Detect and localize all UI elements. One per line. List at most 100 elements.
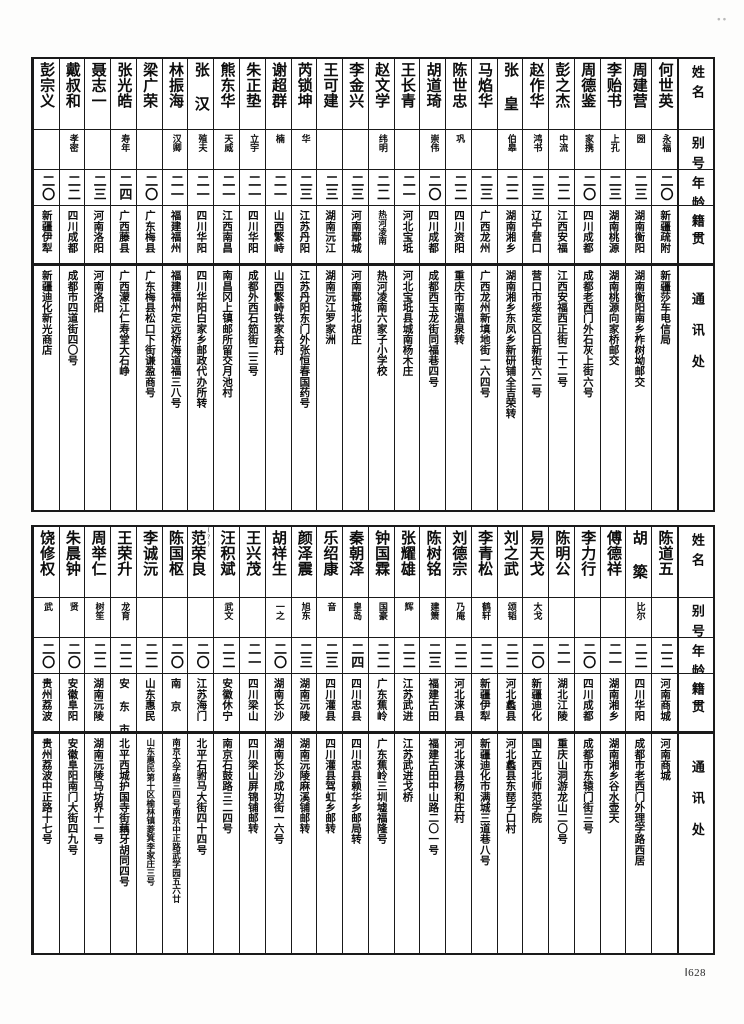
cell-address: 安徽阜阳南门大街四九号: [59, 733, 85, 953]
cell-alias-text: 立宇: [248, 134, 259, 153]
cell-age-text: 二四: [116, 174, 132, 201]
cell-address: 热河凌南六家子小学校: [368, 265, 394, 510]
cell-name-text: 周举仁: [89, 530, 108, 576]
roster-entry-24: 朱晨钟贤二〇 安徽阜阳 安徽阜阳南门大街四九号: [58, 527, 85, 953]
cell-origin-text: 湖南桃源: [607, 210, 620, 253]
cell-age: 二二: [497, 637, 523, 673]
cell-alias-text: 伯皋: [505, 134, 516, 153]
cell-origin-text: 辽宁营口: [530, 210, 543, 253]
cell-address-text: 江西安福西正街二十二号: [556, 270, 569, 387]
cell-name: 陈世忠: [446, 59, 471, 129]
cell-name-text: 芮锁坤: [295, 62, 314, 108]
cell-age-text: 二〇: [657, 174, 673, 201]
roster-entry-21: 梁广荣 二〇 广东梅县 广东梅县松口下街谦盈商号: [135, 59, 162, 510]
cell-age-text: 二四: [348, 642, 364, 669]
cell-name: 芮锁坤: [292, 59, 317, 129]
cell-age-text: 二二: [631, 642, 647, 669]
cell-name: 李金兴: [343, 59, 368, 129]
cell-alias: [136, 129, 162, 169]
roster-entry-16: 胡祥生 一之 二〇 湖南长沙 湖南长沙成功街一六号: [264, 527, 291, 953]
cell-name-text: 马焰华: [476, 62, 495, 108]
cell-address: 山东惠民第十区榆林镇菱箕李家庄三号: [136, 733, 162, 953]
cell-alias: [343, 129, 368, 169]
cell-age-text: 二三: [296, 174, 312, 201]
cell-age-text: 二〇: [528, 642, 544, 669]
cell-age-text: 二〇: [270, 642, 286, 669]
cell-address: 广西龙州新填地街一六四号: [471, 265, 497, 510]
cell-name: 周举仁: [85, 527, 110, 597]
cell-address: 湖南沅江罗家洲: [317, 265, 343, 510]
cell-age: 二三: [600, 169, 626, 205]
cell-address: 湖南湘乡谷水壶天: [600, 733, 626, 953]
cell-address: 成都外西石筎街二三号: [239, 265, 265, 510]
cell-alias-text: 武: [41, 602, 52, 612]
cell-name: 钟国霖: [369, 527, 394, 597]
roster-entry-9: 刘德宗 乃庵 二二 河北涞县 河北涞县杨和庄村: [445, 527, 471, 953]
cell-name-text: 陈明公: [553, 530, 572, 576]
cell-alias-text: 音: [325, 602, 336, 612]
roster-entry-8: 马焰华 二三 广西龙州 广西龙州新填地街一六四号: [470, 59, 497, 510]
cell-name: 饶修权: [34, 527, 59, 597]
cell-address-text: 热河凌南六家子小学校: [375, 270, 388, 377]
cell-alias: 上孔: [600, 129, 626, 169]
cell-origin: 福建古田: [420, 673, 446, 733]
cell-age-text: 二三: [90, 174, 106, 201]
cell-alias: 华: [291, 129, 317, 169]
cell-alias-text: 皇岛: [351, 602, 362, 621]
roster-entry-25: 饶修权武二〇 贵州荔波 贵州荔波中正路十七号: [32, 527, 59, 953]
cell-origin: 河北宝坻: [394, 205, 420, 265]
cell-origin-text: 山东惠民: [143, 678, 156, 721]
roster-entry-13: 秦朝泽 皇岛 二四 四川忠县 四川忠县赖华乡邮局转: [342, 527, 368, 953]
cell-origin: 安 东 市: [111, 673, 136, 733]
cell-age: 二一: [265, 169, 291, 205]
cell-origin-text: 福建福州: [169, 210, 182, 253]
cell-address-text: 南京太学路三四号南京中正路武学园五六廿: [170, 738, 181, 904]
cell-name: 李青松: [472, 527, 497, 597]
cell-name-text: 林振海: [166, 62, 185, 108]
cell-address: 河北涞县杨和庄村: [446, 733, 471, 953]
roster-entry-19: 张 汉殖夫 二一 四川华阳 四川华阳白家乡邮政代办所转: [187, 59, 214, 510]
cell-alias-text: 中流: [557, 134, 568, 153]
cell-alias: 旭东: [291, 597, 317, 637]
cell-name-text: 钟国霖: [373, 530, 392, 576]
roster-entry-15: 颜泽震 旭东 二三 湖南沅陵 湖南沅陵麻溪铺邮转: [290, 527, 317, 953]
cell-address: 河南洛阳: [85, 265, 111, 510]
cell-address: 北平西城护国寺街藕牙胡同四号: [111, 733, 136, 953]
cell-age-text: 二一: [219, 174, 235, 201]
cell-age: 二四: [343, 637, 368, 673]
roster-entry-21: 李诚沅 二二 山东惠民 山东惠民第十区榆林镇菱箕李家庄三号: [135, 527, 162, 953]
cell-address: 湖南长沙成功街一六号: [265, 733, 291, 953]
cell-origin: 籍贯: [679, 673, 713, 733]
cell-name-text: 陈国枢: [166, 530, 185, 576]
cell-address: 广西濛江仁寿堂大石峥: [111, 265, 136, 510]
cell-address: 江苏丹阳东门外张恒春国药号: [291, 265, 317, 510]
cell-address-text: 山东惠民第十区榆林镇菱箕李家庄三号: [144, 738, 155, 886]
cell-age: 二一: [162, 169, 188, 205]
cell-address-text: 湖南长沙成功街一六号: [272, 738, 285, 845]
cell-age: 二二: [652, 637, 677, 673]
roster-entry-1: 陈道五 二二 河南商城 河南商城: [651, 527, 677, 953]
cell-alias: [600, 597, 626, 637]
cell-address-text: 贵州荔波中正路十七号: [40, 738, 53, 845]
cell-alias: 辉: [394, 597, 420, 637]
cell-origin: 广西龙州: [471, 205, 497, 265]
cell-name-text: 彭宗义: [38, 62, 57, 108]
folio-number: Ⅰ628: [684, 967, 706, 979]
cell-age: 二〇: [523, 637, 549, 673]
cell-alias: 圀: [626, 129, 652, 169]
roster-entry-5: 彭之杰 中流 二二 江西安福 江西安福西正街二十二号: [548, 59, 574, 510]
cell-address: 湖南沅陵马坊界十一号: [85, 733, 111, 953]
cell-address: 北平石驸马大街四十四号: [188, 733, 214, 953]
cell-origin: 广西藤县: [111, 205, 136, 265]
cell-origin-text: 河北蠡县: [504, 678, 517, 721]
roster-entry-12: 钟国霖 国豪 二二 广东蕉岭 广东蕉岭三圳墟福隆号: [367, 527, 394, 953]
cell-name-text: 胡 簗: [630, 530, 649, 579]
cell-name: 秦朝泽: [343, 527, 368, 597]
cell-name-text: 胡祥生: [270, 530, 288, 576]
cell-origin-text: 新疆迪化: [530, 678, 543, 721]
cell-name-text: 陈树铭: [424, 530, 443, 576]
cell-origin-text: 湖南长沙: [272, 678, 285, 721]
cell-age: 二二: [497, 169, 523, 205]
cell-origin-text: 新疆疏附: [659, 210, 672, 253]
cell-name: 戴叔和: [60, 59, 85, 129]
